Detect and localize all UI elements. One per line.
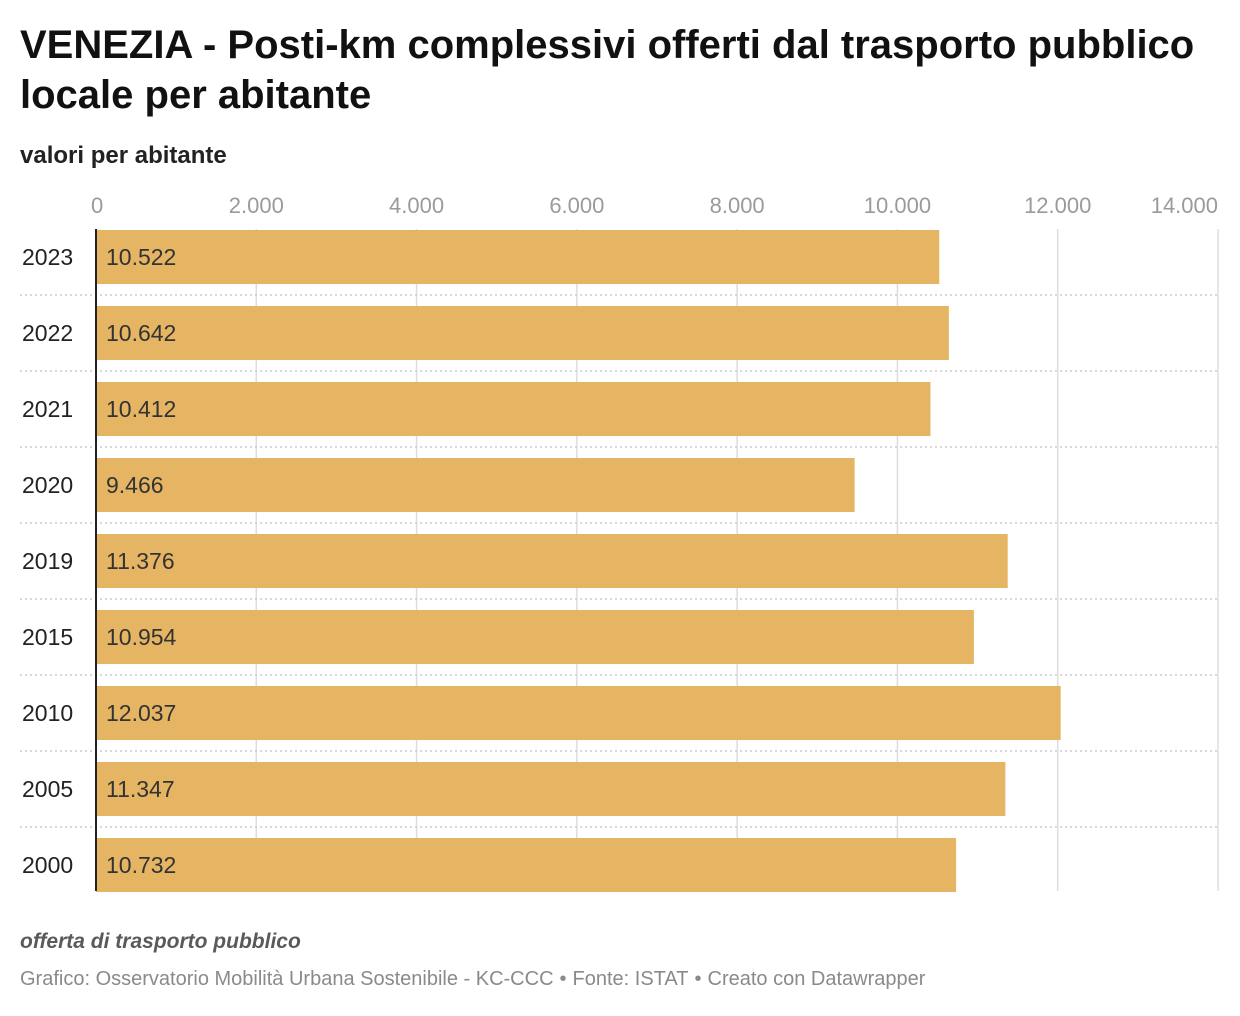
data-label: 10.522 bbox=[106, 244, 176, 270]
data-label: 10.954 bbox=[106, 624, 177, 650]
x-tick-label: 8.000 bbox=[710, 193, 765, 218]
data-label: 10.642 bbox=[106, 320, 176, 346]
x-tick-label: 6.000 bbox=[549, 193, 604, 218]
chart-title: VENEZIA - Posti-km complessivi offerti d… bbox=[20, 23, 1195, 117]
credit-chart: Grafico: Osservatorio Mobilità Urbana So… bbox=[20, 968, 554, 990]
category-label: 2021 bbox=[22, 396, 73, 422]
bar bbox=[96, 686, 1061, 740]
category-label: 2023 bbox=[22, 244, 73, 270]
bar bbox=[96, 534, 1008, 588]
category-label: 2000 bbox=[22, 852, 73, 878]
category-label: 2022 bbox=[22, 320, 73, 346]
data-label: 12.037 bbox=[106, 700, 176, 726]
bar bbox=[96, 382, 931, 436]
bars bbox=[96, 230, 1061, 892]
labels: 2023 10.522 2022 10.642 2021 10.412 2020 9.466 2… bbox=[22, 229, 177, 891]
category-label: 2005 bbox=[22, 776, 73, 802]
credit-tool: Creato con Datawrapper bbox=[707, 968, 926, 990]
x-tick-label: 2.000 bbox=[229, 193, 284, 218]
credit-separator: • bbox=[559, 968, 567, 990]
x-tick-label: 0 bbox=[91, 193, 103, 218]
data-label: 11.376 bbox=[106, 548, 175, 574]
credits: Grafico: Osservatorio Mobilità Urbana So… bbox=[20, 968, 925, 991]
data-label: 10.732 bbox=[106, 852, 176, 878]
data-label: 10.412 bbox=[106, 396, 176, 422]
x-axis-ticks: 0 2.000 4.000 6.000 8.000 10.000 12.000 14.000 bbox=[91, 193, 1218, 218]
bar bbox=[96, 610, 974, 664]
bar bbox=[96, 762, 1006, 816]
x-tick-label: 4.000 bbox=[389, 193, 444, 218]
x-tick-label: 14.000 bbox=[1151, 193, 1218, 218]
bar bbox=[96, 458, 855, 512]
bar bbox=[96, 306, 949, 360]
bar-chart: 0 2.000 4.000 6.000 8.000 10.000 12.000 14.000 … bbox=[20, 193, 1219, 892]
credit-separator: • bbox=[694, 968, 702, 990]
footer-note: offerta di trasporto pubblico bbox=[20, 930, 301, 953]
x-tick-label: 12.000 bbox=[1024, 193, 1091, 218]
x-tick-label: 10.000 bbox=[864, 193, 931, 218]
bar bbox=[96, 838, 957, 892]
category-label: 2019 bbox=[22, 548, 73, 574]
data-label: 11.347 bbox=[106, 776, 175, 802]
data-label: 9.466 bbox=[106, 472, 164, 498]
category-label: 2010 bbox=[22, 700, 73, 726]
chart-subtitle: valori per abitante bbox=[20, 142, 227, 169]
category-label: 2020 bbox=[22, 472, 73, 498]
bar bbox=[96, 230, 940, 284]
credit-source: Fonte: ISTAT bbox=[572, 968, 689, 990]
category-label: 2015 bbox=[22, 624, 73, 650]
